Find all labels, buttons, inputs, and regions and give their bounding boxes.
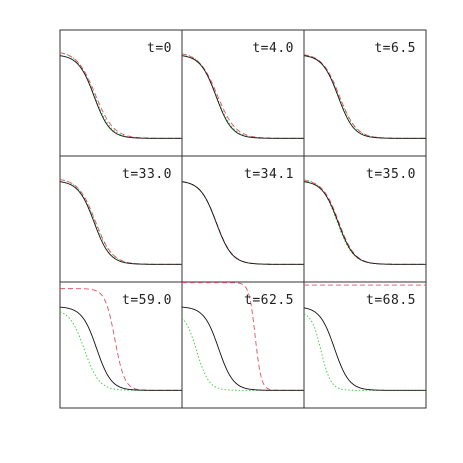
panel-time-label: t=68.5 bbox=[366, 293, 416, 308]
series-line-solid bbox=[59, 306, 182, 391]
series-line-dashed bbox=[303, 180, 426, 265]
panel-2: t=4.0 bbox=[181, 29, 305, 157]
series-line-dotted bbox=[181, 53, 304, 139]
series-line-dashed bbox=[59, 52, 182, 139]
panel-1: t=0 bbox=[59, 29, 183, 157]
panel-time-label: t=34.1 bbox=[244, 167, 294, 182]
panel-7: t=59.0 bbox=[59, 281, 183, 409]
series-line-dashed bbox=[181, 181, 304, 265]
panel-9: t=68.5 bbox=[303, 281, 427, 409]
panel-time-label: t=33.0 bbox=[122, 167, 172, 182]
series-line-solid bbox=[181, 55, 304, 139]
series-line-dotted bbox=[181, 317, 304, 391]
series-line-dashed bbox=[181, 53, 304, 139]
series-line-solid bbox=[59, 55, 182, 139]
panel-8: t=62.5 bbox=[181, 281, 305, 409]
series-line-dotted bbox=[59, 311, 182, 391]
series-line-solid bbox=[303, 181, 426, 265]
series-line-dotted bbox=[59, 179, 182, 265]
panel-time-label: t=6.5 bbox=[374, 41, 416, 56]
panel-time-label: t=62.5 bbox=[244, 293, 294, 308]
series-line-solid bbox=[303, 307, 426, 391]
panel-5: t=34.1 bbox=[181, 155, 305, 283]
series-line-solid bbox=[181, 306, 304, 391]
panel-time-label: t=59.0 bbox=[122, 293, 172, 308]
panel-time-label: t=4.0 bbox=[252, 41, 294, 56]
series-line-dotted bbox=[59, 52, 182, 139]
series-line-dashed bbox=[59, 179, 182, 265]
series-line-solid bbox=[59, 181, 182, 265]
panel-time-label: t=35.0 bbox=[366, 167, 416, 182]
panel-frame bbox=[303, 281, 427, 409]
series-line-dotted bbox=[181, 181, 304, 265]
panel-4: t=33.0 bbox=[59, 155, 183, 283]
panel-6: t=35.0 bbox=[303, 155, 427, 283]
series-line-dotted bbox=[303, 54, 426, 139]
series-line-solid bbox=[181, 181, 304, 265]
panel-3: t=6.5 bbox=[303, 29, 427, 157]
panel-grid: t=0 t=4.0 t=6.5 t=33.0 t=34.1 t=35.0 t=59.0 t=6… bbox=[59, 29, 427, 409]
panel-time-label: t=0 bbox=[147, 41, 172, 56]
series-line-dotted bbox=[303, 313, 426, 391]
series-line-solid bbox=[303, 55, 426, 139]
series-line-dotted bbox=[303, 179, 426, 265]
series-line-dashed bbox=[303, 54, 426, 139]
